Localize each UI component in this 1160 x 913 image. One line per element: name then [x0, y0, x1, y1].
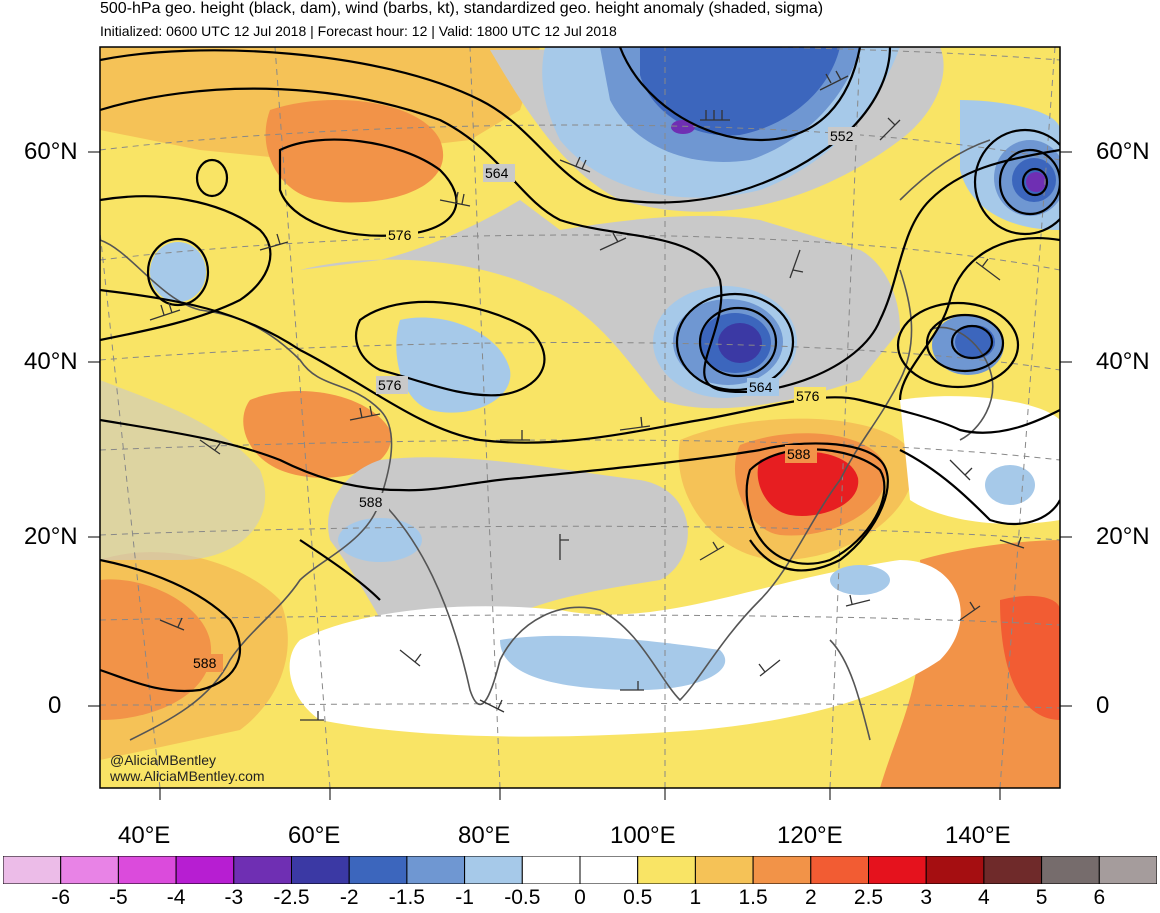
colorbar-label: -4 [166, 886, 186, 909]
lat-label-right: 20°N [1096, 523, 1150, 550]
axis-ticks [88, 151, 1072, 800]
lat-label-left: 0 [48, 692, 62, 719]
colorbar-swatch [1098, 856, 1157, 884]
contour-label: 576 [796, 388, 820, 404]
colorbar-label: -0.5 [504, 886, 541, 909]
anomaly-okhotsk-low-min [1026, 172, 1046, 192]
anomaly-china-max [757, 451, 859, 516]
anomaly-near-zero-japan [900, 396, 1060, 524]
anomaly-japan-sea-core [955, 325, 995, 359]
colorbar-swatch [406, 856, 466, 884]
colorbar-swatch [810, 856, 869, 884]
height-contours [100, 47, 1060, 692]
colorbar-swatch [694, 856, 754, 884]
colorbar-swatch [752, 856, 812, 884]
map-frame [99, 46, 1061, 789]
lon-label: 120°E [777, 822, 843, 849]
colorbar-label: 5 [1035, 886, 1048, 909]
colorbar-swatch [464, 856, 523, 884]
anomaly-mongolia-low-min [718, 323, 762, 363]
colorbar-label: 0.5 [623, 886, 653, 909]
colorbar-swatch [291, 856, 350, 884]
map-title: 500-hPa geo. height (black, dam), wind (… [100, 0, 824, 17]
colorbar-label: 2.5 [853, 886, 884, 909]
colorbar-label: -3 [224, 886, 244, 909]
credit-handle: @AliciaMBentley [110, 752, 217, 768]
colorbar-swatch [60, 856, 119, 884]
map-field: 564 576 552 576 564 576 588 588 588 [100, 47, 1060, 788]
colorbar-swatch [983, 856, 1043, 884]
anomaly-siberia-low-core [640, 47, 840, 136]
anomaly-scs-low [830, 565, 890, 595]
contour-label: 564 [485, 165, 509, 181]
colorbar-label: -2.5 [273, 886, 310, 909]
lon-label: 60°E [288, 822, 341, 849]
lon-label: 100°E [610, 822, 676, 849]
colorbar-label: 1 [689, 886, 702, 909]
colorbar-label: -5 [109, 886, 128, 909]
lat-label-left: 20°N [24, 523, 78, 550]
graticule [100, 47, 1060, 788]
anomaly-neutral-arabia [100, 380, 266, 560]
credit-url: www.AliciaMBentley.com [110, 768, 265, 784]
colorbar-label: 0 [574, 886, 586, 909]
colorbar-label: 2 [804, 886, 817, 909]
anomaly-bay-bengal-low [500, 635, 726, 690]
anomaly-black-sea-low [150, 242, 206, 302]
contour-label: 564 [749, 379, 773, 395]
lon-label: 40°E [118, 822, 171, 849]
coastlines [100, 139, 994, 741]
lat-label-left: 40°N [24, 348, 78, 375]
contour-label: 576 [378, 377, 402, 393]
colorbar-label: 3 [920, 886, 933, 909]
lat-label-right: 60°N [1096, 138, 1150, 165]
colorbar-swatch [1041, 856, 1100, 884]
colorbar-label: 6 [1093, 886, 1106, 909]
colorbar-label: -1 [455, 886, 474, 909]
lat-label-left: 60°N [24, 138, 78, 165]
colorbar-label: -2 [339, 886, 359, 909]
anomaly-africa-strong [100, 579, 212, 720]
lon-label: 80°E [458, 822, 511, 849]
colorbar-swatch [637, 856, 696, 884]
colorbar-label: -6 [51, 886, 71, 909]
colorbar-swatch [925, 856, 985, 884]
colorbar-label: -1.5 [388, 886, 425, 909]
anomaly-scandinavia-high [265, 100, 444, 203]
anomaly-pakistan-low [338, 518, 422, 562]
lat-label-right: 40°N [1096, 348, 1150, 375]
colorbar-label: 4 [978, 886, 990, 909]
anomaly-siberia-low-min [671, 120, 695, 134]
colorbar-swatch [521, 856, 581, 884]
colorbar-label: 1.5 [738, 886, 768, 909]
contour-label: 588 [359, 494, 383, 510]
map-subtitle: Initialized: 0600 UTC 12 Jul 2018 | Fore… [100, 23, 617, 39]
anomaly-pacific-strong [1000, 595, 1060, 720]
colorbar-swatch [233, 856, 293, 884]
lat-label-right: 0 [1096, 692, 1110, 719]
anomaly-mideast-high [243, 391, 391, 478]
wind-barbs [149, 70, 1025, 721]
lon-label: 140°E [945, 822, 1011, 849]
colorbar-swatch [348, 856, 408, 884]
colorbar-swatch [175, 856, 235, 884]
contour-label: 552 [830, 128, 854, 144]
anomaly-central-asia-low [396, 317, 511, 413]
colorbar-swatch [3, 856, 62, 884]
anomaly-pacific-low [985, 465, 1035, 505]
colorbar-swatch [579, 856, 639, 884]
colorbar-swatch [868, 856, 927, 884]
colorbar [3, 856, 1157, 884]
contour-label: 576 [388, 227, 412, 243]
contour-label: 588 [787, 446, 811, 462]
contour-labels: 564 576 552 576 564 576 588 588 588 [191, 127, 860, 672]
contour-label: 588 [193, 655, 217, 671]
colorbar-swatch [117, 856, 177, 884]
